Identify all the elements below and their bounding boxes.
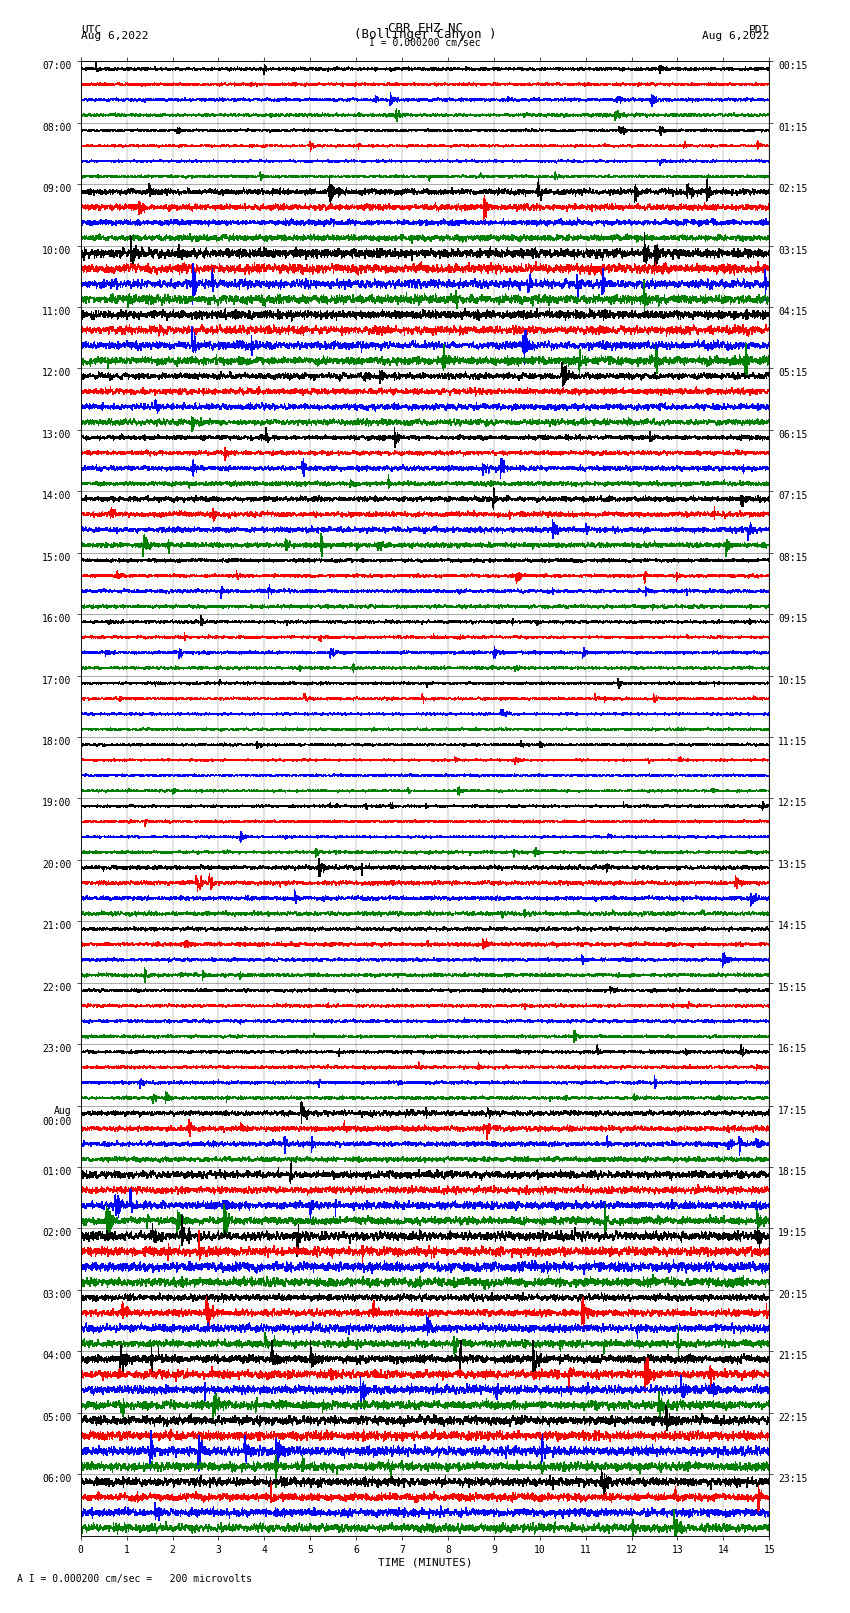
X-axis label: TIME (MINUTES): TIME (MINUTES)	[377, 1558, 473, 1568]
Text: A I = 0.000200 cm/sec =   200 microvolts: A I = 0.000200 cm/sec = 200 microvolts	[17, 1574, 252, 1584]
Text: Aug 6,2022: Aug 6,2022	[702, 31, 769, 40]
Text: (Bollinger Canyon ): (Bollinger Canyon )	[354, 27, 496, 40]
Text: PDT: PDT	[749, 24, 769, 35]
Text: UTC: UTC	[81, 24, 101, 35]
Text: CBR EHZ NC: CBR EHZ NC	[388, 21, 462, 35]
Text: Aug 6,2022: Aug 6,2022	[81, 31, 148, 40]
Text: I = 0.000200 cm/sec: I = 0.000200 cm/sec	[369, 37, 481, 47]
